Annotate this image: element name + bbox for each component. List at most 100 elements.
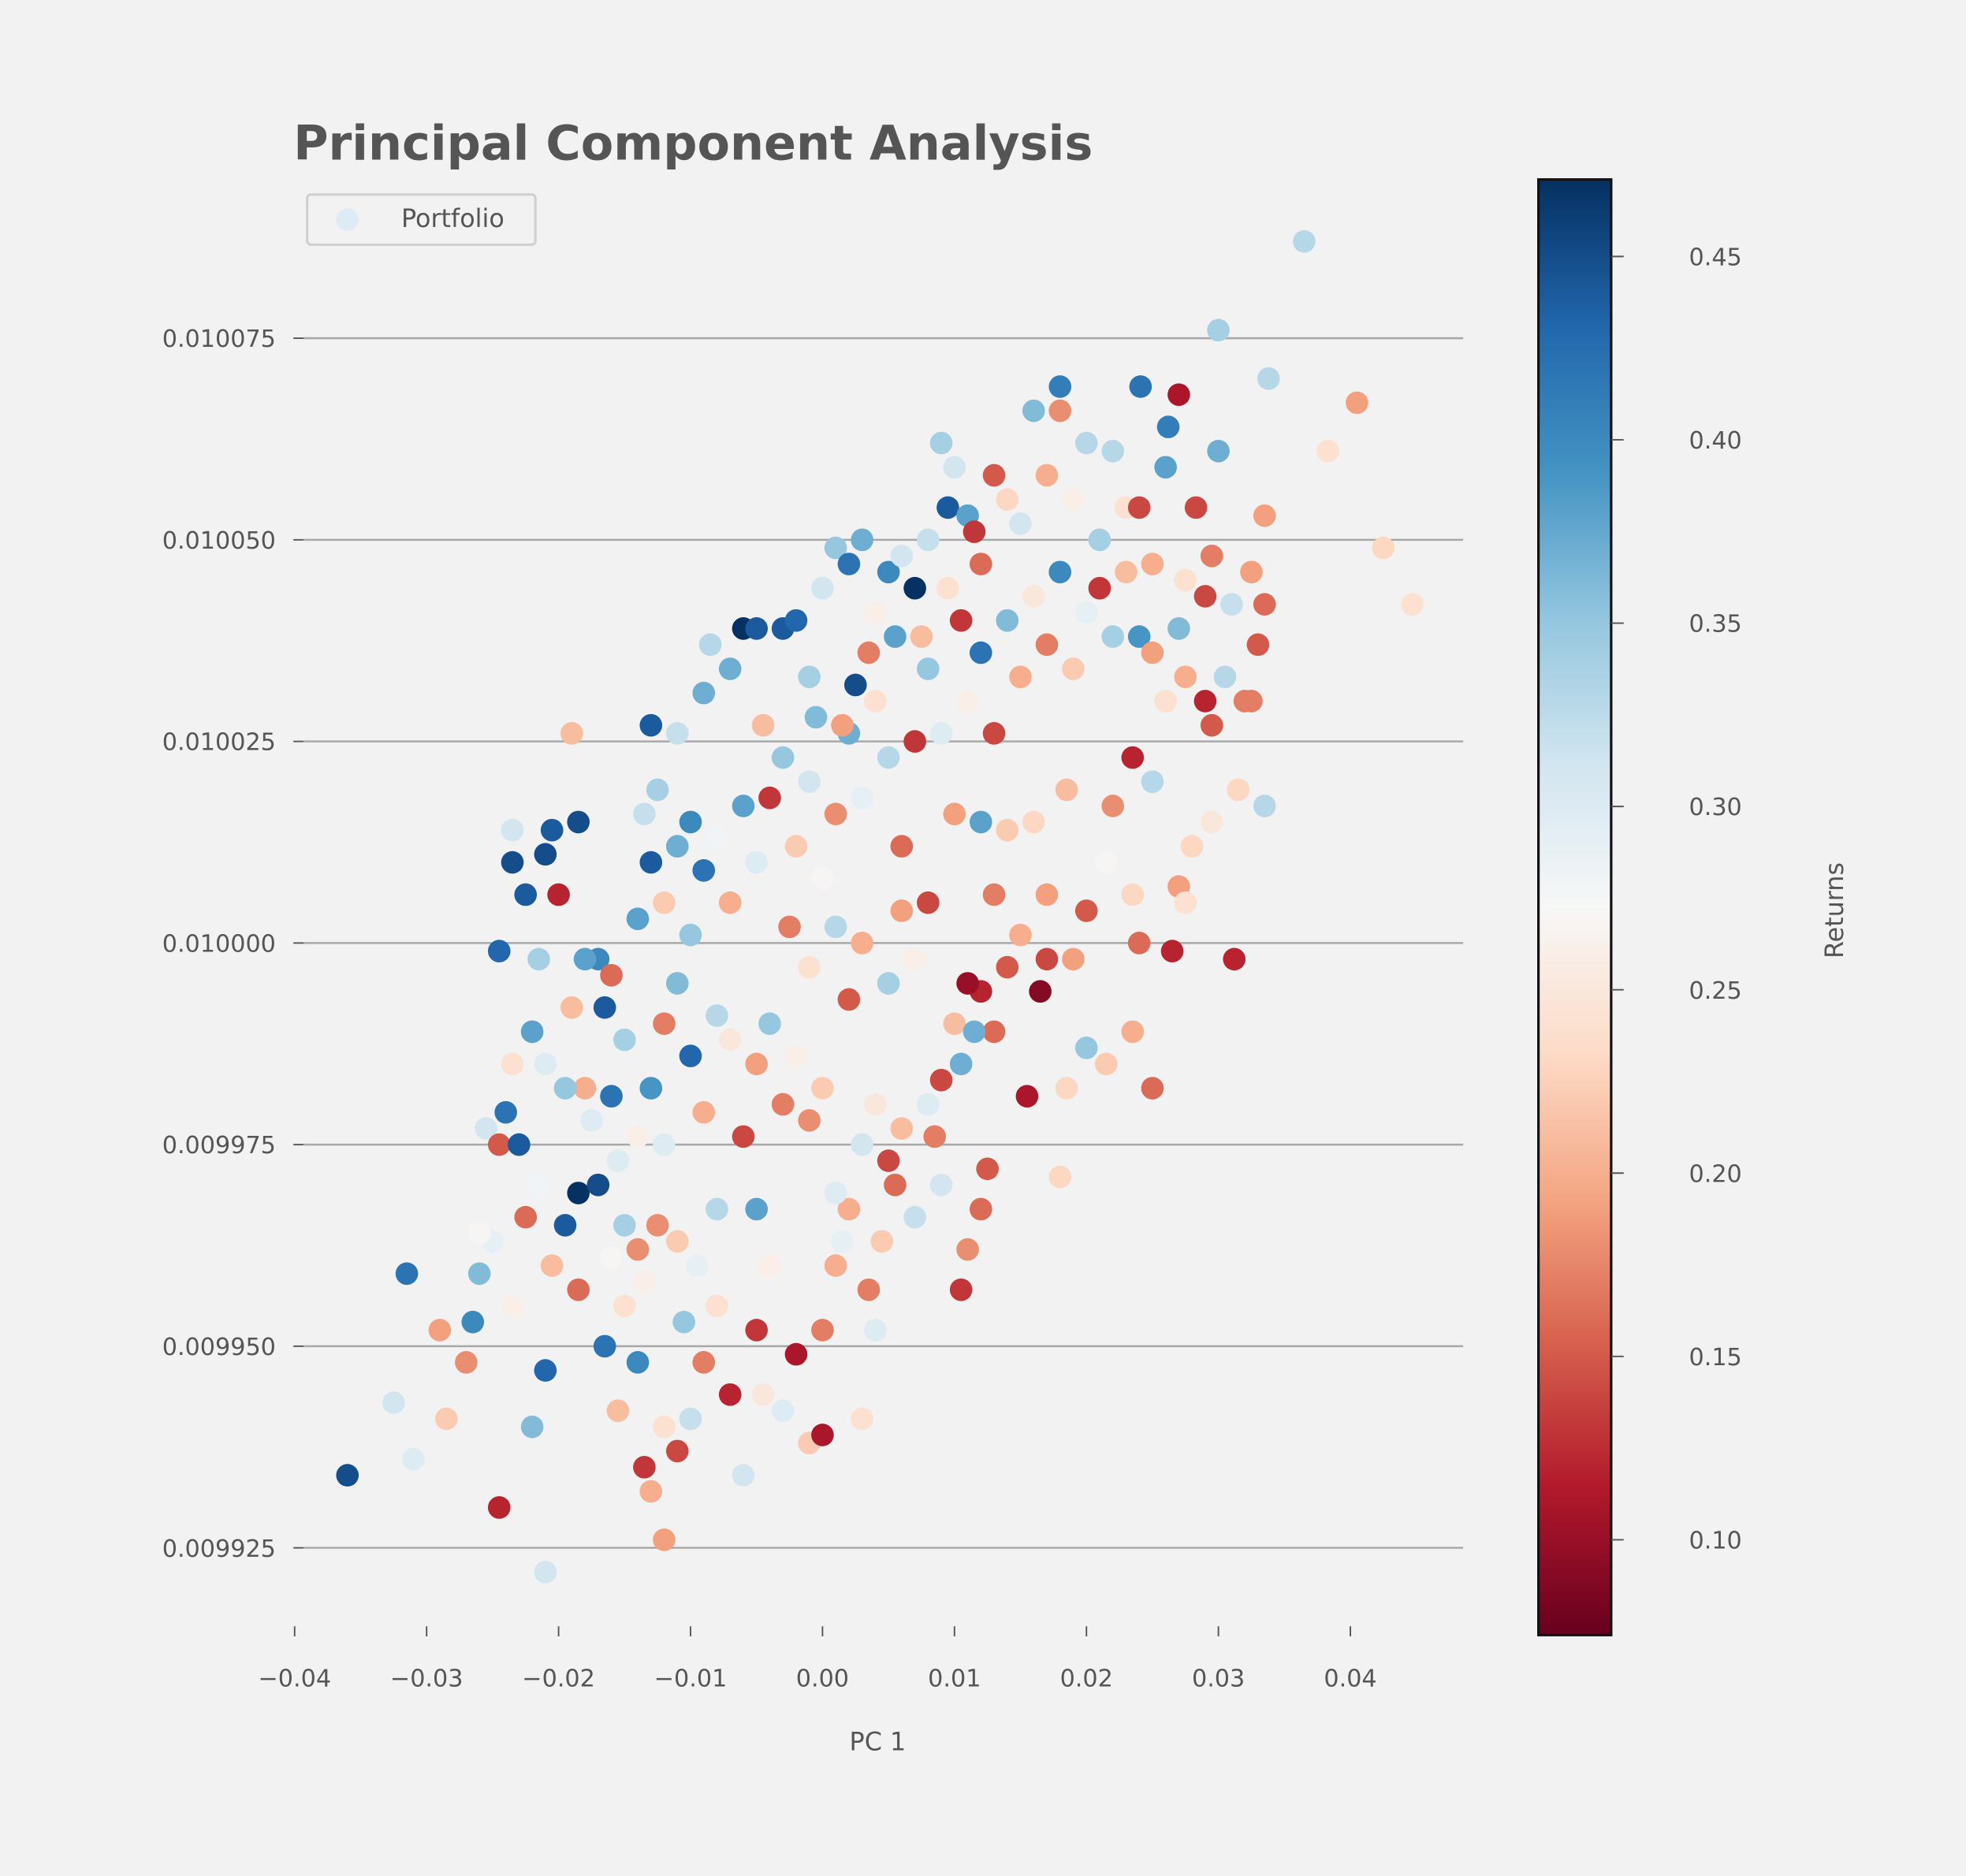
scatter-point: [679, 810, 702, 834]
scatter-point: [917, 657, 940, 680]
scatter-point: [943, 456, 966, 479]
scatter-point: [613, 1294, 636, 1318]
scatter-point: [837, 1197, 861, 1221]
scatter-point: [831, 1230, 854, 1253]
scatter-point: [1167, 617, 1190, 640]
scatter-point: [692, 1351, 716, 1374]
scatter-point: [600, 1085, 623, 1108]
x-tick-label: 0.01: [928, 1666, 981, 1693]
scatter-point: [1193, 690, 1217, 713]
scatter-point: [567, 1182, 590, 1204]
scatter-point: [1062, 947, 1085, 971]
scatter-point: [1141, 641, 1164, 664]
scatter-point: [1127, 932, 1151, 955]
scatter-point: [903, 947, 926, 971]
colorbar-tick-label: 0.30: [1689, 794, 1741, 821]
scatter-point: [929, 431, 953, 455]
scatter-point: [626, 1351, 650, 1374]
legend: Portfolio: [306, 193, 537, 247]
scatter-point: [633, 802, 656, 825]
scatter-point: [646, 1214, 669, 1237]
scatter-point: [758, 786, 781, 810]
scatter-point: [1129, 375, 1152, 398]
x-tick-label: 0.02: [1060, 1666, 1113, 1693]
scatter-point: [811, 1077, 834, 1100]
scatter-point: [1009, 923, 1032, 947]
scatter-point: [1074, 601, 1098, 624]
scatter-point: [646, 778, 669, 802]
scatter-point: [1101, 795, 1125, 817]
scatter-point: [1121, 746, 1145, 769]
scatter-point: [771, 746, 795, 769]
scatter-point: [534, 1052, 557, 1076]
scatter-point: [877, 560, 900, 584]
scatter-point: [1048, 1165, 1072, 1189]
scatter-point: [956, 690, 979, 713]
scatter-point: [982, 463, 1006, 487]
colorbar-tick-label: 0.15: [1689, 1344, 1741, 1372]
scatter-point: [758, 1012, 781, 1035]
x-axis: −0.04 −0.03 −0.02 −0.01 0.00 0.01 0.02 0.03 0.04: [258, 1626, 1377, 1693]
scatter-point: [1127, 496, 1151, 519]
scatter-point: [1074, 431, 1098, 455]
scatter-point: [626, 1125, 650, 1148]
scatter-point: [686, 1254, 709, 1277]
x-axis-label: PC 1: [850, 1727, 907, 1757]
colorbar-tick-label: 0.10: [1689, 1528, 1741, 1555]
scatter-point: [824, 1254, 847, 1277]
scatter-point: [1316, 439, 1339, 463]
scatter-point: [851, 1133, 873, 1156]
scatter-point: [1121, 883, 1145, 906]
scatter-point: [745, 1319, 769, 1342]
scatter-point: [1253, 795, 1276, 817]
x-tick-label: 0.04: [1324, 1666, 1376, 1693]
scatter-point: [824, 536, 847, 560]
scatter-point: [560, 722, 583, 745]
scatter-point: [771, 1092, 795, 1116]
scatter-point: [692, 858, 716, 882]
scatter-point: [1293, 229, 1316, 253]
scatter-point: [870, 1230, 894, 1253]
scatter-point: [514, 883, 538, 906]
scatter-point: [382, 1391, 405, 1414]
scatter-point: [1401, 593, 1424, 616]
scatter-point: [996, 818, 1019, 842]
scatter-point: [884, 625, 907, 648]
x-tick-label: −0.01: [654, 1666, 728, 1693]
colorbar-tick-label: 0.25: [1689, 977, 1741, 1005]
scatter-point: [534, 843, 557, 866]
scatter-point: [798, 955, 821, 979]
scatter-point: [665, 835, 689, 858]
scatter-point: [626, 907, 650, 930]
scatter-point: [718, 1028, 742, 1052]
legend-marker: [336, 208, 359, 231]
scatter-point: [1101, 439, 1125, 463]
chart-title: Principal Component Analysis: [293, 116, 1093, 171]
scatter-point: [857, 1278, 881, 1301]
scatter-point: [811, 576, 834, 600]
scatter-point: [1200, 544, 1223, 568]
y-tick-label: 0.009925: [162, 1535, 276, 1563]
scatter-point: [982, 883, 1006, 906]
scatter-point: [996, 488, 1019, 512]
colorbar-gradient: [1537, 178, 1613, 1636]
scatter-point: [943, 1012, 966, 1035]
scatter-point: [864, 1092, 887, 1116]
scatter-point: [771, 1399, 795, 1423]
scatter-point: [573, 947, 597, 971]
scatter-point: [1095, 1052, 1118, 1076]
scatter-point: [600, 1246, 623, 1269]
scatter-point: [910, 625, 933, 648]
scatter-point: [639, 1077, 663, 1100]
scatter-point: [428, 1319, 452, 1342]
scatter-point: [949, 1278, 973, 1301]
scatter-point: [758, 1254, 781, 1277]
scatter-point: [573, 1077, 597, 1100]
scatter-point: [475, 1117, 497, 1140]
scatter-point: [600, 963, 623, 987]
scatter-point: [606, 1399, 630, 1423]
scatter-point: [706, 1004, 728, 1027]
scatter-point: [527, 947, 550, 971]
scatter-point: [501, 818, 524, 842]
scatter-points: [336, 229, 1424, 1584]
